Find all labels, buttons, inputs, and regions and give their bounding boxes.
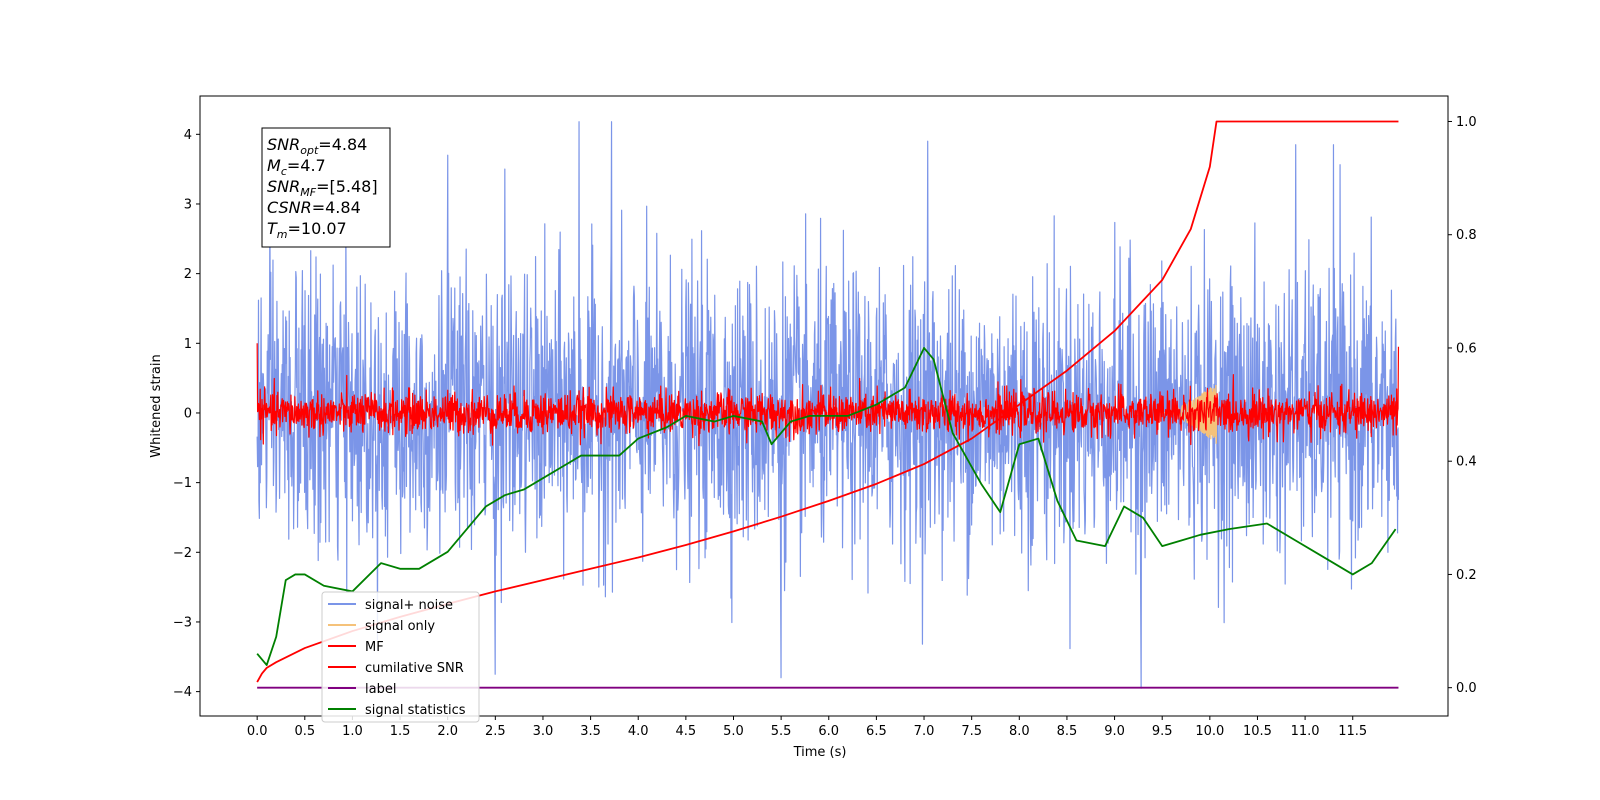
legend-item-cumilative-snr: cumilative SNR (328, 661, 464, 676)
x-tick-label: 6.0 (818, 724, 839, 739)
x-tick-label: 8.5 (1057, 724, 1078, 739)
x-tick-label: 8.0 (1009, 724, 1030, 739)
x-tick-label: 2.5 (485, 724, 506, 739)
x-tick-label: 5.5 (771, 724, 792, 739)
legend-label: signal statistics (365, 703, 466, 718)
x-tick-label: 3.0 (533, 724, 554, 739)
x-tick-label: 6.5 (866, 724, 887, 739)
legend: signal+ noise signal only MF cumilative SNR… (321, 591, 480, 723)
legend-label: signal only (365, 619, 435, 634)
legend-item-signal-noise: signal+ noise (328, 598, 453, 613)
series-signal-noise (256, 121, 1400, 689)
legend-label: signal+ noise (365, 598, 453, 613)
y-tick-label: 0 (184, 406, 192, 421)
x-tick-label: 11.5 (1338, 724, 1367, 739)
y-tick-label: 4 (184, 128, 192, 143)
stats-line: Tm=10.07 (267, 219, 347, 241)
stats-line: Mc=4.7 (267, 156, 326, 178)
legend-label: cumilative SNR (365, 661, 464, 676)
x-tick-label: 7.0 (914, 724, 935, 739)
legend-label: MF (365, 640, 384, 655)
x-tick-label: 10.5 (1243, 724, 1272, 739)
x-tick-label: 1.5 (390, 724, 411, 739)
x-axis-title: Time (s) (793, 745, 847, 760)
stats-line: CSNR=4.84 (267, 198, 361, 217)
series-mf (256, 343, 1400, 447)
stats-line: SNRopt=4.84 (267, 135, 367, 157)
x-tick-label: 5.0 (723, 724, 744, 739)
y-right-tick-label: 0.2 (1456, 568, 1477, 583)
y-tick-label: −4 (173, 685, 192, 700)
x-tick-label: 10.0 (1195, 724, 1224, 739)
x-tick-label: 3.5 (580, 724, 601, 739)
y-tick-label: 1 (184, 337, 192, 352)
y-right-tick-label: 1.0 (1456, 115, 1477, 130)
x-tick-label: 9.5 (1152, 724, 1173, 739)
x-tick-label: 2.0 (437, 724, 458, 739)
x-axis: 0.0 0.5 1.0 1.5 2.0 2.5 3.0 3.5 4.0 4.5 5.0 5.5 6.0 6… (247, 716, 1367, 739)
plot-frame (199, 95, 1449, 717)
legend-item-label: label (328, 682, 396, 697)
legend-item-signal-only: signal only (328, 619, 435, 634)
legend-frame (321, 591, 480, 723)
legend-label: label (365, 682, 396, 697)
x-tick-label: 4.5 (676, 724, 697, 739)
y-tick-label: −1 (173, 476, 192, 491)
y-tick-label: −2 (173, 546, 192, 561)
x-tick-label: 4.0 (628, 724, 649, 739)
y-tick-label: 3 (184, 197, 192, 212)
x-tick-label: 1.0 (342, 724, 363, 739)
stats-line: SNRMF=[5.48] (267, 177, 378, 199)
y-right-tick-label: 0.4 (1456, 455, 1477, 470)
y-tick-label: 2 (184, 267, 192, 282)
x-tick-label: 7.5 (961, 724, 982, 739)
x-tick-label: 9.0 (1104, 724, 1125, 739)
legend-item-mf: MF (328, 640, 384, 655)
series-signal-statistics (256, 347, 1397, 666)
y-axis-right: 1.0 0.8 0.6 0.4 0.2 0.0 (1448, 115, 1477, 696)
stats-box-frame (261, 127, 391, 248)
y-right-tick-label: 0.6 (1456, 341, 1477, 356)
y-right-tick-label: 0.8 (1456, 228, 1477, 243)
y-axis-title: Whitened strain (149, 354, 164, 457)
y-axis-left: 4 3 2 1 0 −1 −2 −3 −4 (173, 128, 200, 700)
x-tick-label: 0.0 (247, 724, 268, 739)
x-tick-label: 0.5 (294, 724, 315, 739)
y-tick-label: −3 (173, 615, 192, 630)
legend-item-signal-statistics: signal statistics (328, 703, 466, 718)
x-tick-label: 11.0 (1291, 724, 1320, 739)
y-right-tick-label: 0.0 (1456, 681, 1477, 696)
